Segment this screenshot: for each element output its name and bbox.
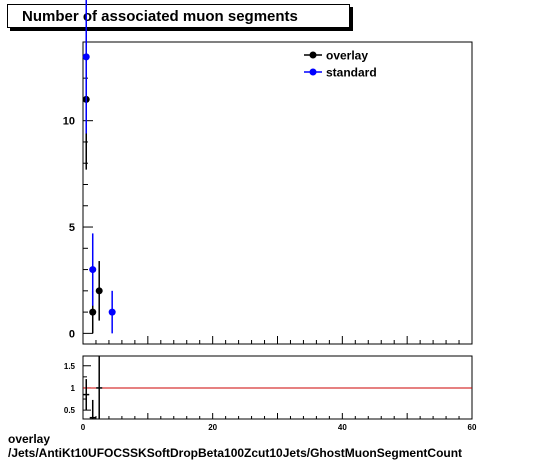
main-plot: 0 5 10 (63, 0, 473, 344)
x-tick-label: 40 (338, 423, 347, 432)
ratio-y-tick-label: 1 (71, 384, 76, 393)
footer-label: overlay (8, 432, 51, 446)
legend-entry: standard (326, 66, 377, 80)
x-tick-label: 0 (81, 423, 86, 432)
ratio-y-tick-label: 1.5 (64, 362, 76, 371)
ratio-plot: 0.5 1 1.5 0 20 40 60 (64, 356, 477, 432)
y-tick-label: 0 (69, 328, 75, 340)
title-box: Number of associated muon segments (7, 4, 350, 28)
legend-entry: overlay (326, 49, 368, 63)
legend: overlay standard (304, 49, 377, 80)
footer-path: /Jets/AntiKt10UFOCSSKSoftDropBeta100Zcut… (8, 446, 463, 460)
data-point (95, 287, 103, 295)
legend-marker (309, 51, 317, 59)
data-point (89, 308, 97, 316)
x-tick-label: 20 (208, 423, 217, 432)
y-tick-label: 5 (69, 222, 75, 234)
x-tick-label: 60 (468, 423, 477, 432)
chart-title: Number of associated muon segments (22, 8, 298, 25)
main-plot-frame (82, 41, 473, 345)
data-point (89, 266, 97, 274)
y-tick-label: 10 (63, 116, 75, 128)
data-point (82, 53, 90, 61)
ratio-y-tick-label: 0.5 (64, 406, 76, 415)
data-point (108, 308, 116, 316)
legend-marker (309, 68, 317, 76)
